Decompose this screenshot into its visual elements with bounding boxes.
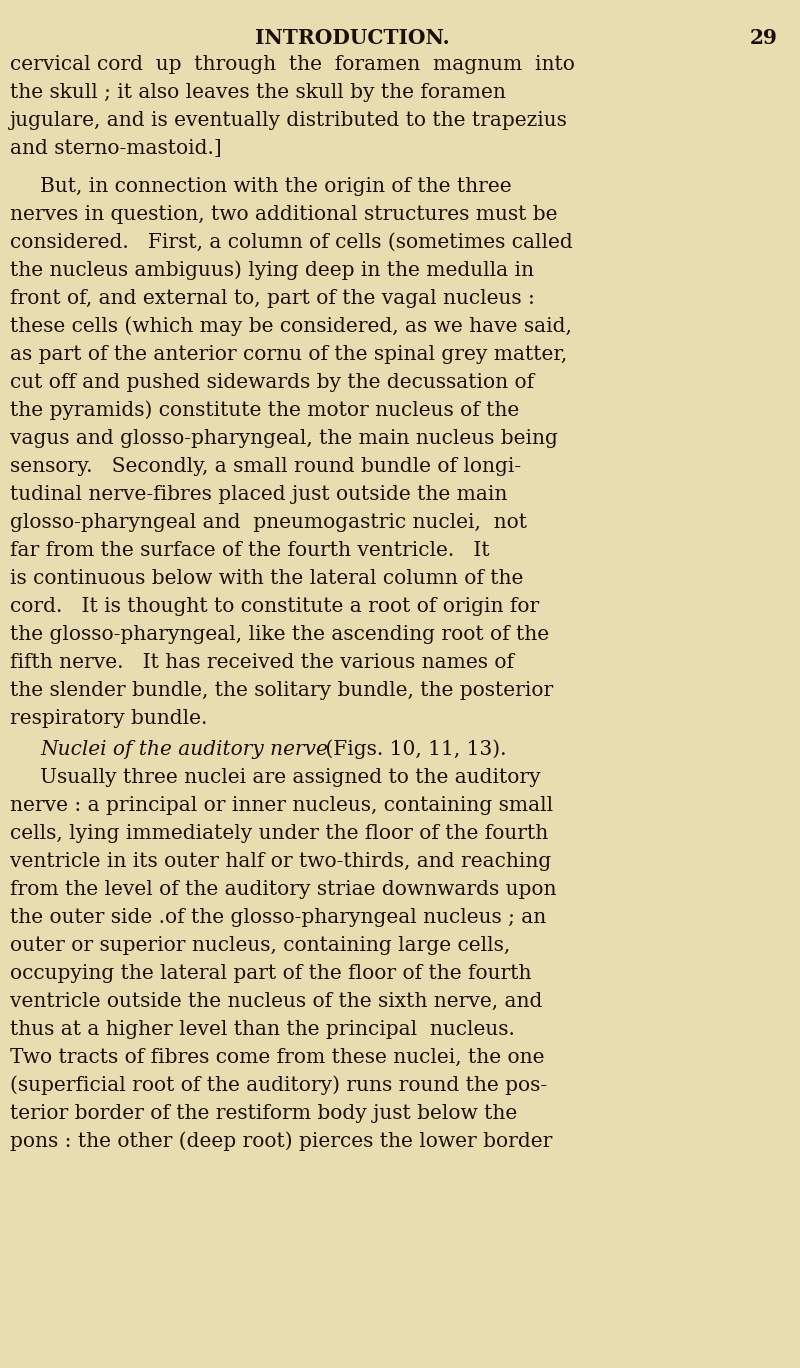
Text: ventricle in its outer half or two-thirds, and reaching: ventricle in its outer half or two-third… xyxy=(10,852,551,870)
Text: is continuous below with the lateral column of the: is continuous below with the lateral col… xyxy=(10,569,523,588)
Text: sensory.   Secondly, a small round bundle of longi-: sensory. Secondly, a small round bundle … xyxy=(10,457,521,476)
Text: nerves in question, two additional structures must be: nerves in question, two additional struc… xyxy=(10,205,558,224)
Text: the skull ; it also leaves the skull by the foramen: the skull ; it also leaves the skull by … xyxy=(10,83,506,103)
Text: vagus and glosso-pharyngeal, the main nucleus being: vagus and glosso-pharyngeal, the main nu… xyxy=(10,428,558,447)
Text: tudinal nerve-fibres placed just outside the main: tudinal nerve-fibres placed just outside… xyxy=(10,484,507,503)
Text: glosso-pharyngeal and  pneumogastric nuclei,  not: glosso-pharyngeal and pneumogastric nucl… xyxy=(10,513,527,532)
Text: as part of the anterior cornu of the spinal grey matter,: as part of the anterior cornu of the spi… xyxy=(10,345,567,364)
Text: respiratory bundle.: respiratory bundle. xyxy=(10,709,207,728)
Text: these cells (which may be considered, as we have said,: these cells (which may be considered, as… xyxy=(10,317,572,337)
Text: outer or superior nucleus, containing large cells,: outer or superior nucleus, containing la… xyxy=(10,936,510,955)
Text: far from the surface of the fourth ventricle.   It: far from the surface of the fourth ventr… xyxy=(10,540,490,560)
Text: (Figs. 10, 11, 13).: (Figs. 10, 11, 13). xyxy=(319,740,506,759)
Text: the nucleus ambiguus) lying deep in the medulla in: the nucleus ambiguus) lying deep in the … xyxy=(10,261,534,280)
Text: the outer side .of the glosso-pharyngeal nucleus ; an: the outer side .of the glosso-pharyngeal… xyxy=(10,907,546,926)
Text: the pyramids) constitute the motor nucleus of the: the pyramids) constitute the motor nucle… xyxy=(10,401,519,420)
Text: cut off and pushed sidewards by the decussation of: cut off and pushed sidewards by the decu… xyxy=(10,373,534,391)
Text: occupying the lateral part of the floor of the fourth: occupying the lateral part of the floor … xyxy=(10,963,531,982)
Text: from the level of the auditory striae downwards upon: from the level of the auditory striae do… xyxy=(10,880,557,899)
Text: terior border of the restiform body just below the: terior border of the restiform body just… xyxy=(10,1104,518,1123)
Text: cord.   It is thought to constitute a root of origin for: cord. It is thought to constitute a root… xyxy=(10,596,539,616)
Text: But, in connection with the origin of the three: But, in connection with the origin of th… xyxy=(40,176,512,196)
Text: nerve : a principal or inner nucleus, containing small: nerve : a principal or inner nucleus, co… xyxy=(10,796,553,814)
Text: front of, and external to, part of the vagal nucleus :: front of, and external to, part of the v… xyxy=(10,289,535,308)
Text: Usually three nuclei are assigned to the auditory: Usually three nuclei are assigned to the… xyxy=(40,767,541,787)
Text: pons : the other (deep root) pierces the lower border: pons : the other (deep root) pierces the… xyxy=(10,1131,552,1152)
Text: fifth nerve.   It has received the various names of: fifth nerve. It has received the various… xyxy=(10,653,514,672)
Text: INTRODUCTION.: INTRODUCTION. xyxy=(254,27,450,48)
Text: ventricle outside the nucleus of the sixth nerve, and: ventricle outside the nucleus of the six… xyxy=(10,992,542,1011)
Text: cells, lying immediately under the floor of the fourth: cells, lying immediately under the floor… xyxy=(10,824,548,843)
Text: cervical cord  up  through  the  foramen  magnum  into: cervical cord up through the foramen mag… xyxy=(10,55,575,74)
Text: the glosso-pharyngeal, like the ascending root of the: the glosso-pharyngeal, like the ascendin… xyxy=(10,625,549,644)
Text: 29: 29 xyxy=(750,27,778,48)
Text: and sterno-mastoid.]: and sterno-mastoid.] xyxy=(10,140,222,157)
Text: Two tracts of fibres come from these nuclei, the one: Two tracts of fibres come from these nuc… xyxy=(10,1048,545,1067)
Text: the slender bundle, the solitary bundle, the posterior: the slender bundle, the solitary bundle,… xyxy=(10,681,554,700)
Text: thus at a higher level than the principal  nucleus.: thus at a higher level than the principa… xyxy=(10,1019,515,1038)
Text: jugulare, and is eventually distributed to the trapezius: jugulare, and is eventually distributed … xyxy=(10,111,568,130)
Text: Nuclei of the auditory nerve: Nuclei of the auditory nerve xyxy=(40,740,328,759)
Text: (superficial root of the auditory) runs round the pos-: (superficial root of the auditory) runs … xyxy=(10,1075,547,1096)
Text: considered.   First, a column of cells (sometimes called: considered. First, a column of cells (so… xyxy=(10,233,573,252)
